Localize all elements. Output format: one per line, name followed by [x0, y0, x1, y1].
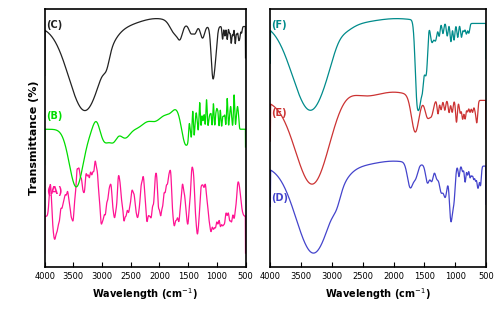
Text: (E): (E) [271, 108, 287, 118]
Text: (A): (A) [46, 186, 62, 196]
X-axis label: Wavelength (cm$^{-1}$): Wavelength (cm$^{-1}$) [92, 286, 198, 302]
Text: (F): (F) [271, 20, 287, 30]
Text: (B): (B) [46, 111, 62, 121]
Text: (D): (D) [271, 192, 289, 203]
X-axis label: Wavelength (cm$^{-1}$): Wavelength (cm$^{-1}$) [325, 286, 431, 302]
Text: (C): (C) [46, 20, 62, 30]
Y-axis label: Transmittance (%): Transmittance (%) [29, 81, 39, 195]
